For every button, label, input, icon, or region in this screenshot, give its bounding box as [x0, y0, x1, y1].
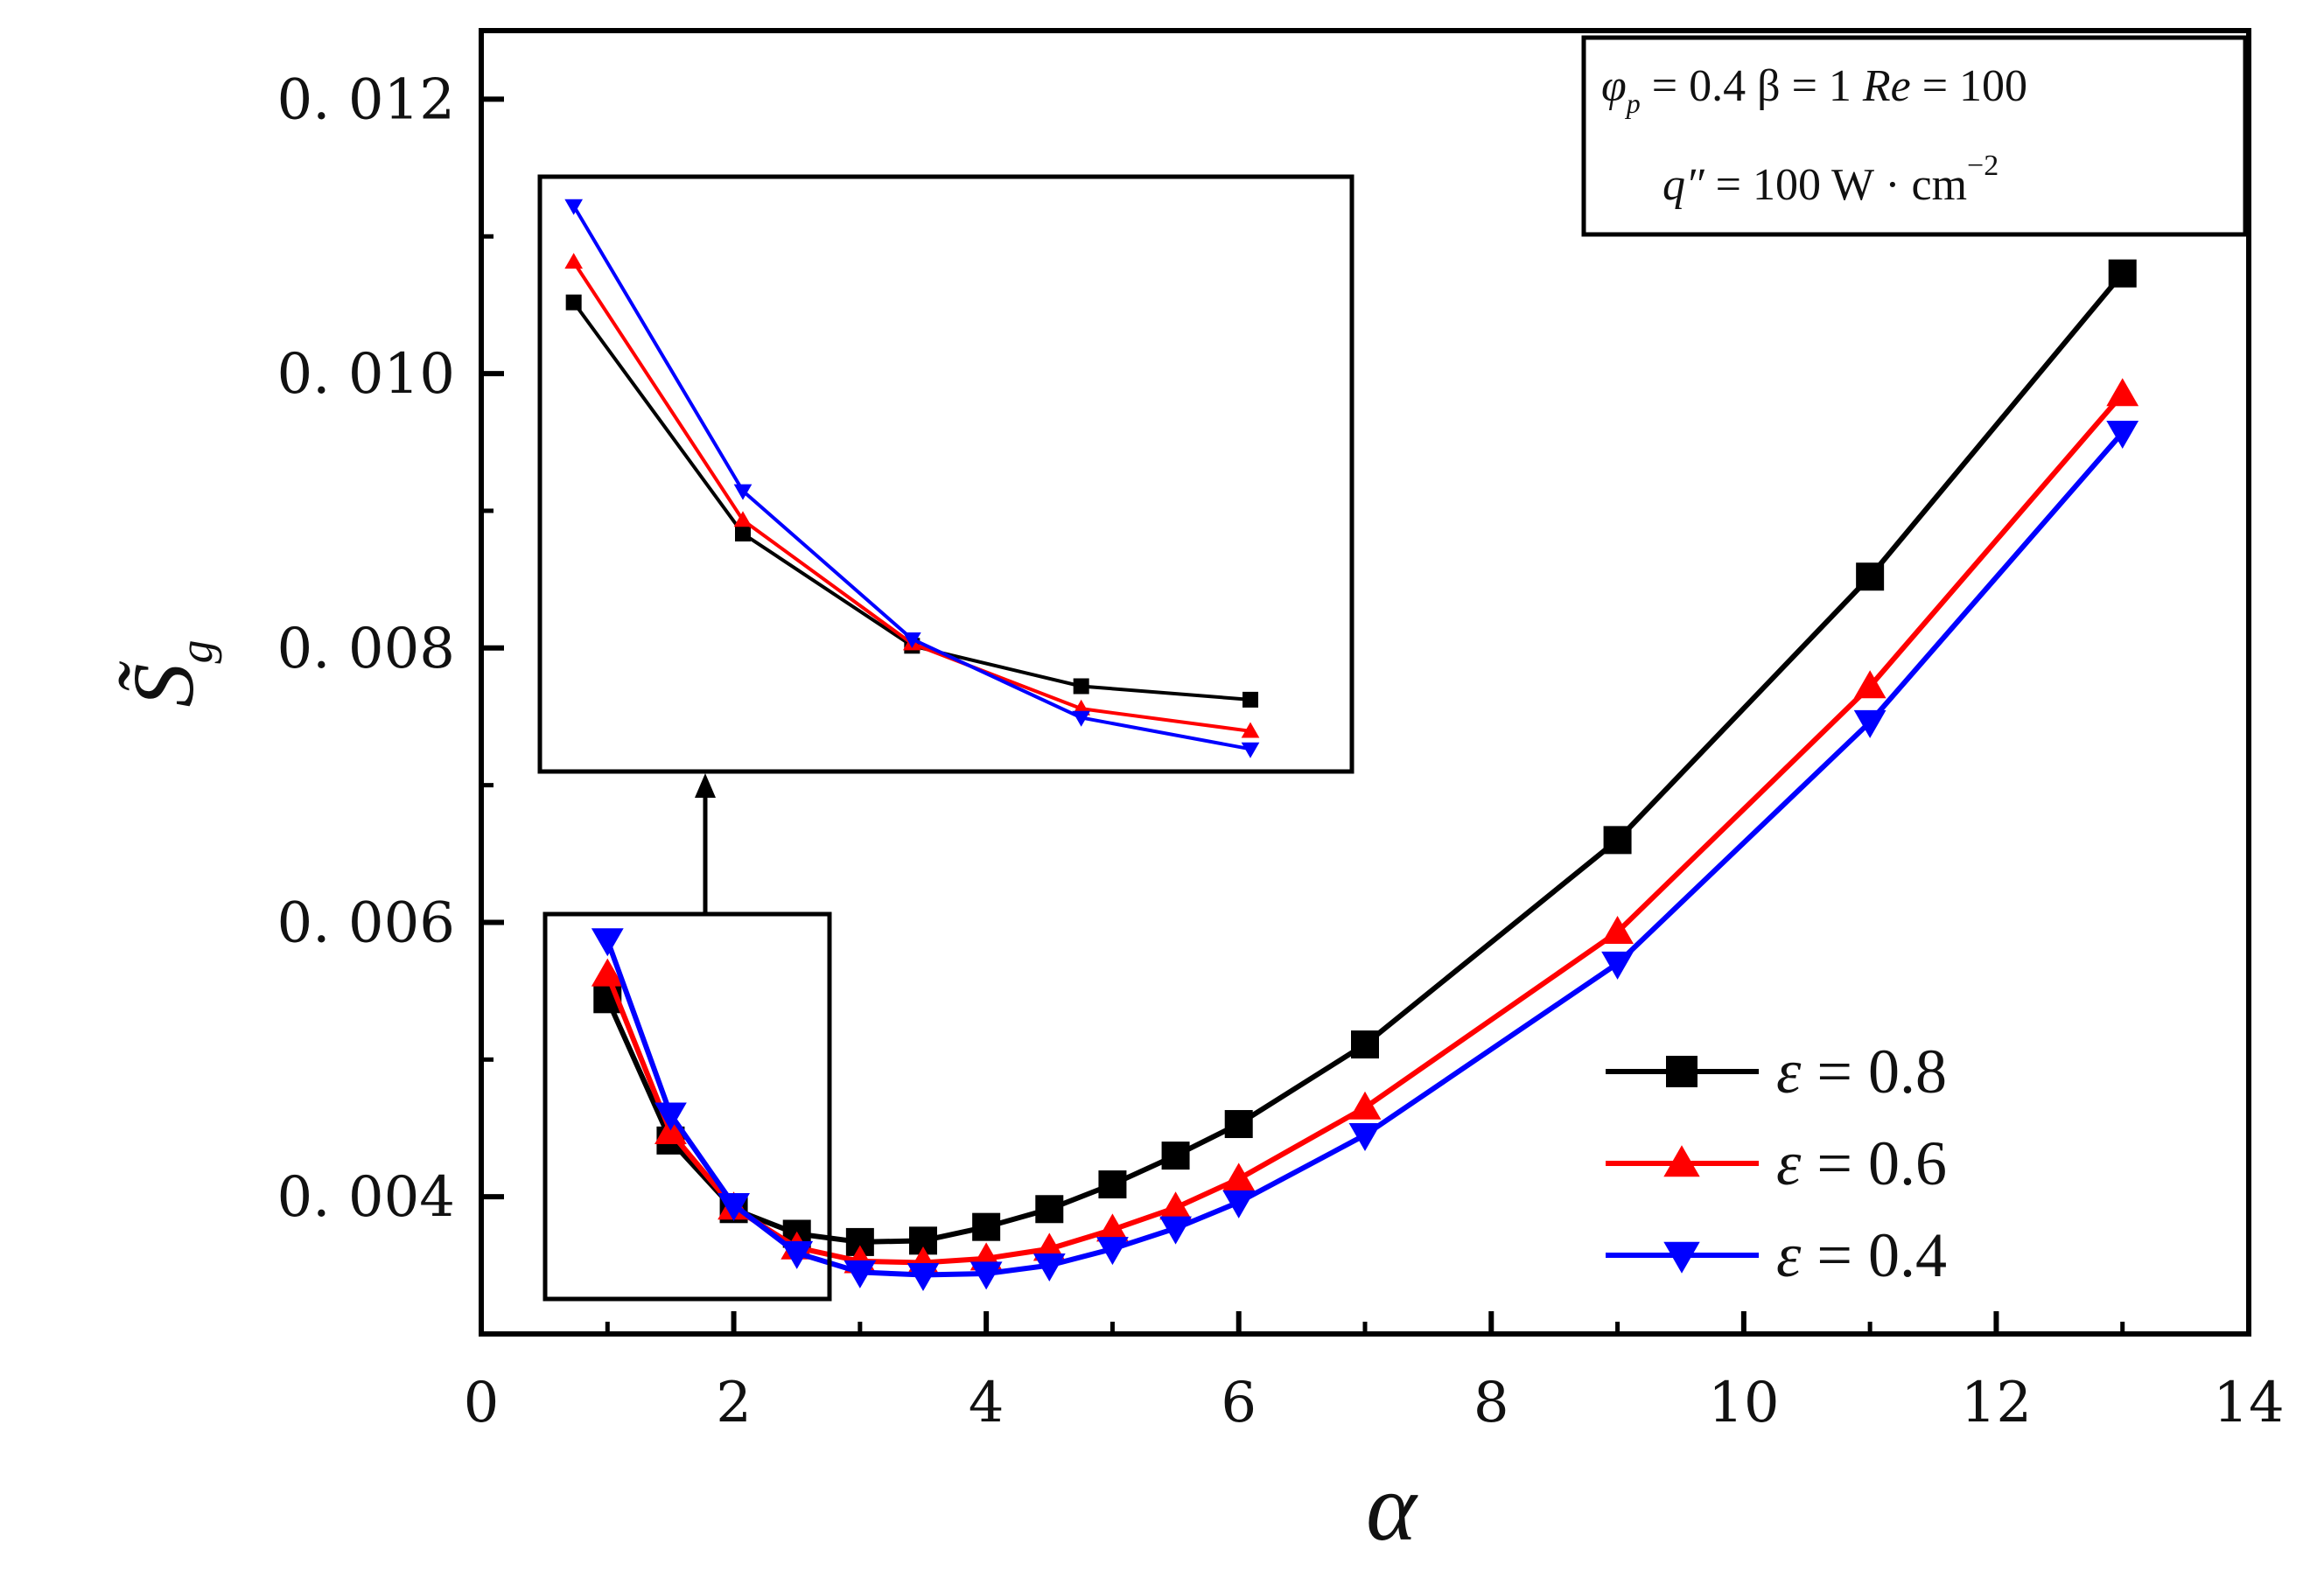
data-point	[1601, 916, 1634, 945]
data-point	[972, 1212, 1001, 1241]
inset-data-point	[733, 484, 752, 500]
y-tick-label: 0. 008	[276, 617, 455, 681]
inset-data-point	[1072, 710, 1091, 727]
y-axis: 0. 004 0. 006 0. 008 0. 010 0. 012	[276, 67, 504, 1230]
y-tick-label: 0. 010	[276, 342, 455, 407]
x-tick-label: 14	[2213, 1371, 2284, 1435]
inset-data-point	[564, 199, 584, 215]
legend-label-symbol: ε	[1776, 1220, 1802, 1290]
data-point	[1853, 670, 1886, 699]
y-tick-label: 0. 006	[276, 890, 455, 955]
annotation-re-value: = 100	[1911, 61, 2027, 111]
inset-data-point	[564, 253, 584, 269]
inset	[537, 174, 1354, 774]
annotation-phi-sub: p	[1625, 87, 1641, 119]
legend-label: ε = 0.8	[1776, 1037, 1947, 1107]
inset-data-point	[1241, 722, 1260, 738]
svg-text:S̃g: S̃g	[115, 640, 222, 708]
data-point	[1096, 1237, 1129, 1266]
inset-data-point	[1241, 742, 1260, 758]
data-point	[2106, 378, 2139, 407]
data-point	[1096, 1213, 1129, 1242]
x-axis: 0 2 4 6 8 10 12 14	[464, 1311, 2285, 1435]
annotation-line-1: φp = 0.4 β = 1 Re = 100	[1601, 61, 2027, 119]
inset-data-point	[902, 632, 921, 648]
annotation-frame	[1581, 35, 2248, 237]
data-point	[1161, 1142, 1190, 1170]
data-point	[970, 1261, 1003, 1290]
inset-data-point	[735, 526, 751, 541]
data-point	[1856, 562, 1885, 591]
zoom-region-box	[542, 911, 832, 1302]
annotation-q-value: = 100 W · cm	[1704, 160, 1967, 210]
data-point	[1222, 1190, 1256, 1218]
inset-data-point	[1242, 691, 1258, 708]
data-point	[1032, 1253, 1066, 1281]
annotation-q-exp: −2	[1967, 150, 1998, 182]
x-tick-label: 10	[1708, 1371, 1779, 1435]
y-axis-title-symbol: S̃	[115, 660, 212, 707]
legend-marker	[1663, 1241, 1700, 1274]
annotation-box: φp = 0.4 β = 1 Re = 100 q″ = 100 W · cm−…	[1581, 35, 2248, 237]
legend-label-value: = 0.8	[1801, 1037, 1947, 1107]
inset-data-point	[1073, 678, 1089, 695]
inset-data-point	[733, 511, 752, 527]
legend-label-symbol: ε	[1776, 1037, 1802, 1107]
inset-data-point	[565, 294, 582, 311]
legend-label: ε = 0.4	[1776, 1220, 1947, 1290]
legend-label-symbol: ε	[1776, 1128, 1802, 1198]
legend-label-value: = 0.4	[1801, 1220, 1947, 1290]
legend-label: ε = 0.6	[1776, 1128, 1947, 1198]
legend: ε = 0.8ε = 0.6ε = 0.4	[1606, 1037, 1947, 1290]
y-axis-title-sub: g	[170, 640, 222, 664]
data-point	[1222, 1163, 1256, 1191]
data-point	[780, 1240, 814, 1269]
data-point	[1098, 1170, 1127, 1199]
legend-marker	[1666, 1056, 1698, 1087]
data-point	[1159, 1191, 1192, 1220]
data-point	[591, 958, 624, 987]
data-point	[1348, 1091, 1382, 1120]
data-point	[844, 1260, 877, 1288]
data-point	[1601, 951, 1634, 980]
y-tick-label: 0. 012	[276, 67, 455, 132]
legend-marker	[1663, 1145, 1700, 1177]
data-point	[654, 1102, 687, 1131]
data-point	[1351, 1030, 1379, 1059]
x-tick-label: 4	[969, 1371, 1004, 1435]
data-point	[1348, 1122, 1382, 1151]
inset-frame	[537, 174, 1354, 774]
data-point	[2106, 420, 2139, 449]
data-point	[1159, 1216, 1192, 1245]
inset-series	[564, 199, 1260, 758]
x-axis-title: α	[1366, 1454, 1418, 1561]
data-point	[2108, 259, 2137, 288]
x-tick-label: 12	[1961, 1371, 2032, 1435]
data-point	[1603, 826, 1632, 855]
y-axis-title: S̃g	[115, 640, 222, 708]
annotation-phi: φ	[1601, 61, 1627, 111]
data-point	[1853, 709, 1886, 738]
x-tick-label: 2	[716, 1371, 752, 1435]
data-point	[1224, 1110, 1253, 1139]
data-point	[718, 1192, 750, 1221]
data-point	[906, 1262, 940, 1291]
data-point	[591, 928, 624, 957]
annotation-line-2: q″ = 100 W · cm−2	[1662, 150, 1998, 210]
x-tick-label: 0	[464, 1371, 500, 1435]
x-tick-label: 6	[1221, 1371, 1256, 1435]
legend-label-value: = 0.6	[1801, 1128, 1947, 1198]
annotation-re: Re	[1862, 61, 1911, 111]
data-point	[1035, 1195, 1064, 1224]
y-tick-label: 0. 004	[276, 1165, 455, 1230]
zoom-arrow-head	[695, 773, 716, 798]
x-tick-label: 8	[1474, 1371, 1509, 1435]
series-layer	[591, 259, 2139, 1291]
annotation-params: = 0.4 β = 1	[1641, 61, 1863, 111]
annotation-q: q″	[1662, 160, 1705, 210]
